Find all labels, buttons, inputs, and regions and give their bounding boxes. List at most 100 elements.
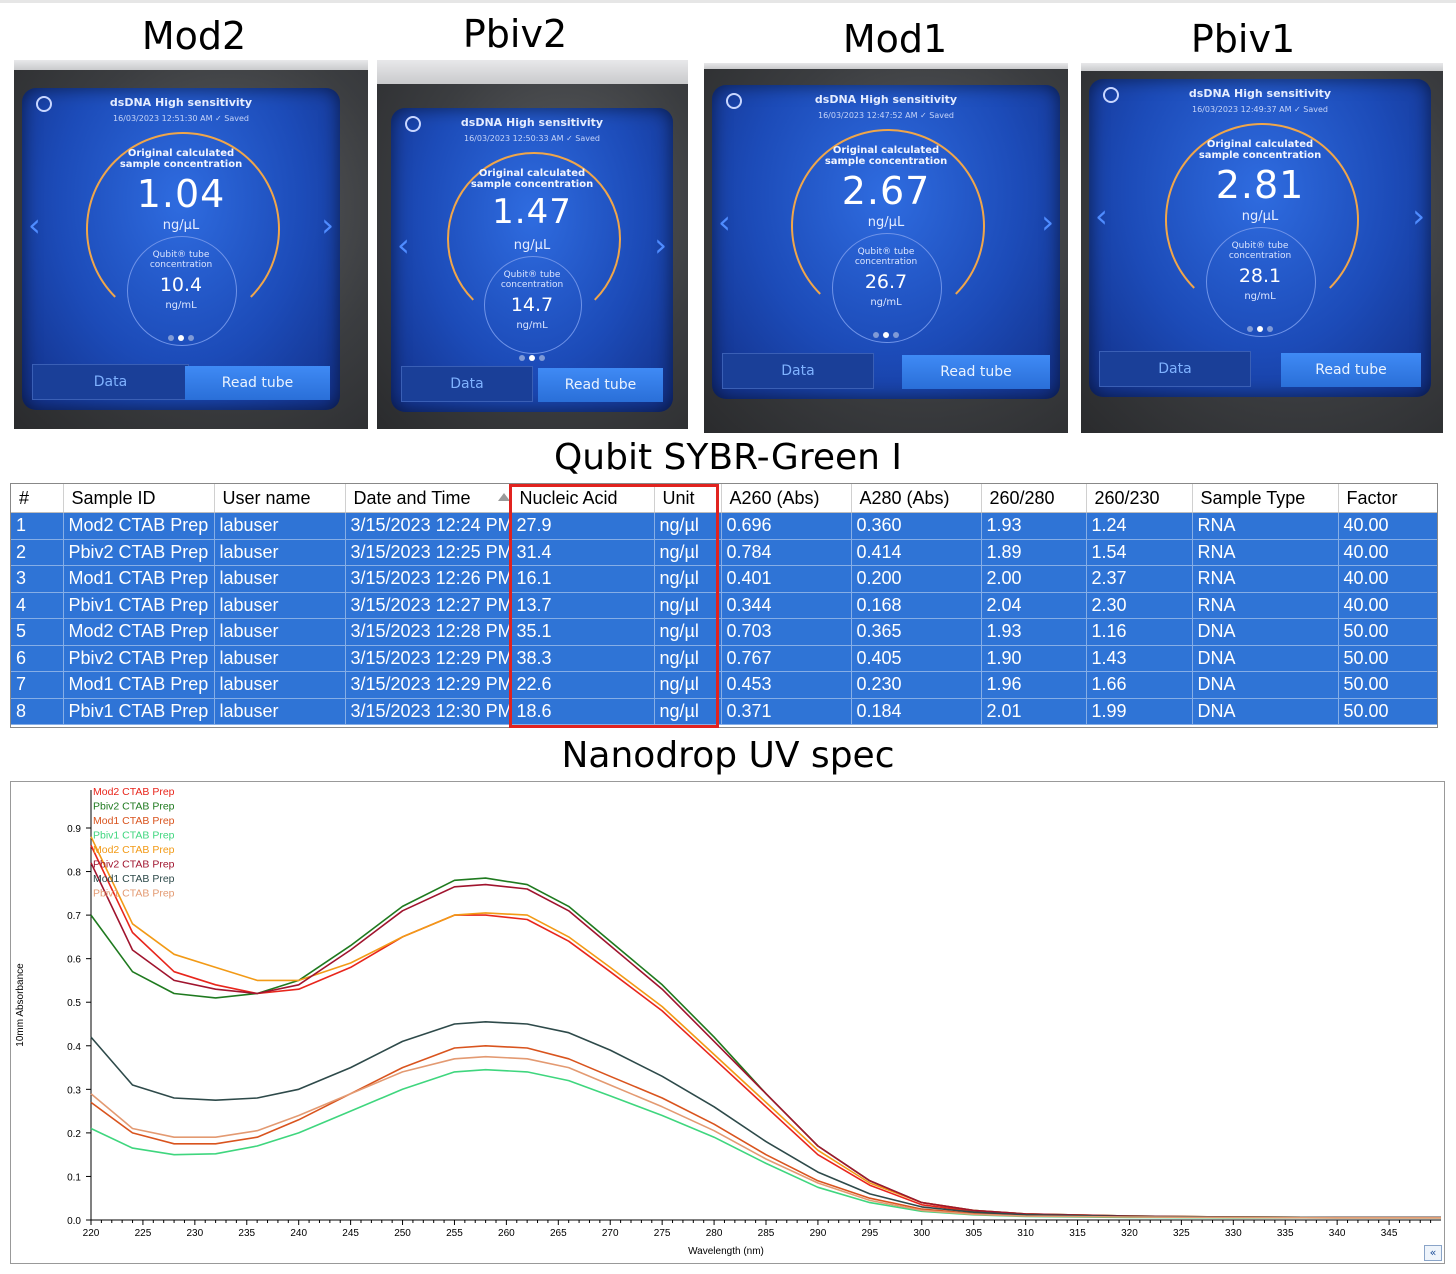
x-tick-label: 260 <box>498 1228 515 1239</box>
table-row[interactable]: 5 Mod2 CTAB Prep labuser 3/15/2023 12:28 PM… <box>11 618 1437 646</box>
table-cell: ng/µl <box>654 565 722 593</box>
chevron-right-icon[interactable]: › <box>1412 197 1425 235</box>
y-tick-label: 0.7 <box>67 911 81 922</box>
table-cell: 27.9 <box>511 512 655 540</box>
y-axis-label: 10mm Absorbance <box>15 963 26 1047</box>
x-tick-label: 320 <box>1121 1228 1138 1239</box>
data-button[interactable]: Data <box>1099 351 1251 387</box>
timestamp: 16/03/2023 12:47:52 AM ✓ Saved <box>817 111 954 120</box>
read-tube-button[interactable]: Read tube <box>185 366 330 400</box>
table-cell: 2.01 <box>981 698 1087 725</box>
column-header[interactable]: Sample Type <box>1192 484 1339 513</box>
x-tick-label: 250 <box>394 1228 411 1239</box>
assay-header: dsDNA High sensitivity <box>1188 87 1332 100</box>
data-button[interactable]: Data <box>32 364 189 400</box>
column-header[interactable]: Nucleic Acid <box>511 484 655 513</box>
table-cell: 1.99 <box>1086 698 1193 725</box>
table-cell: labuser <box>214 539 346 566</box>
sample-concentration: 1.47 <box>492 192 572 232</box>
table-cell: Pbiv2 CTAB Prep <box>63 539 215 566</box>
column-header[interactable]: # <box>11 484 64 513</box>
column-header[interactable]: Sample ID <box>63 484 215 513</box>
timestamp: 16/03/2023 12:49:37 AM ✓ Saved <box>1191 105 1328 114</box>
table-cell: 0.784 <box>721 539 852 566</box>
tube-concentration: 28.1 <box>1238 265 1282 287</box>
chevron-left-icon[interactable]: ‹ <box>1095 197 1108 235</box>
assay-header: dsDNA High sensitivity <box>814 93 958 106</box>
column-header[interactable]: User name <box>214 484 346 513</box>
table-cell: DNA <box>1192 645 1339 672</box>
legend-entry: Pbiv1 CTAB Prep <box>93 830 175 842</box>
table-cell: RNA <box>1192 512 1339 540</box>
timestamp: 16/03/2023 12:51:30 AM ✓ Saved <box>112 114 249 123</box>
table-cell: 50.00 <box>1338 645 1437 672</box>
sample-conc-label: Original calculated sample concentration <box>470 168 594 190</box>
x-tick-label: 240 <box>290 1228 307 1239</box>
series-line <box>90 1044 1441 1219</box>
table-cell: 3/15/2023 12:29 PM <box>345 671 512 699</box>
table-row[interactable]: 7 Mod1 CTAB Prep labuser 3/15/2023 12:29 PM… <box>11 671 1437 699</box>
sort-ascending-icon[interactable] <box>498 493 510 501</box>
x-tick-label: 255 <box>446 1228 463 1239</box>
photo-title-pbiv1: Pbiv1 <box>1190 17 1296 61</box>
chevron-left-icon[interactable]: ‹ <box>28 206 41 244</box>
chevron-right-icon[interactable]: › <box>1041 203 1054 241</box>
column-header[interactable]: A260 (Abs) <box>721 484 852 513</box>
table-cell: Pbiv2 CTAB Prep <box>63 645 215 672</box>
qubit-screen: dsDNA High sensitivity 16/03/2023 12:50:… <box>391 108 673 412</box>
column-header[interactable]: Date and Time <box>345 484 512 513</box>
table-cell: 50.00 <box>1338 671 1437 699</box>
table-cell: ng/µl <box>654 539 722 566</box>
column-header[interactable]: Unit <box>654 484 722 513</box>
table-cell: 3/15/2023 12:29 PM <box>345 645 512 672</box>
home-icon <box>405 116 421 132</box>
device-edge <box>1081 63 1443 71</box>
x-tick-label: 290 <box>810 1228 827 1239</box>
tube-concentration: 14.7 <box>510 294 554 316</box>
gauge-arc <box>447 152 621 326</box>
tube-concentration: 10.4 <box>159 274 203 296</box>
chevron-right-icon[interactable]: › <box>321 206 334 244</box>
table-row[interactable]: 8 Pbiv1 CTAB Prep labuser 3/15/2023 12:30 P… <box>11 698 1437 725</box>
read-tube-button[interactable]: Read tube <box>902 355 1050 389</box>
tube-unit: ng/mL <box>165 300 197 311</box>
legend-entry: Mod2 CTAB Prep <box>93 786 175 798</box>
page-dots <box>391 348 673 366</box>
table-cell: labuser <box>214 592 346 619</box>
column-header[interactable]: A280 (Abs) <box>851 484 982 513</box>
table-cell: 0.360 <box>851 512 982 540</box>
x-tick-label: 310 <box>1017 1228 1034 1239</box>
table-cell: 2.30 <box>1086 592 1193 619</box>
sample-conc-label: Original calculated sample concentration <box>119 148 243 170</box>
x-tick-label: 265 <box>550 1228 567 1239</box>
collapse-icon[interactable]: « <box>1424 1245 1442 1261</box>
read-tube-button[interactable]: Read tube <box>538 368 663 402</box>
tube-circle <box>832 233 942 343</box>
read-tube-button[interactable]: Read tube <box>1281 353 1421 387</box>
table-cell: DNA <box>1192 671 1339 699</box>
table-row[interactable]: 2 Pbiv2 CTAB Prep labuser 3/15/2023 12:25 P… <box>11 539 1437 566</box>
series-line <box>90 845 1441 1219</box>
table-row[interactable]: 4 Pbiv1 CTAB Prep labuser 3/15/2023 12:27 P… <box>11 592 1437 619</box>
column-header[interactable]: Factor <box>1338 484 1437 513</box>
legend-entry: Pbiv2 CTAB Prep <box>93 801 175 813</box>
qubit-photo-pbiv2: dsDNA High sensitivity 16/03/2023 12:50:… <box>377 60 688 429</box>
table-cell: Mod2 CTAB Prep <box>63 512 215 540</box>
table-cell: 1.16 <box>1086 618 1193 646</box>
table-cell: ng/µl <box>654 671 722 699</box>
uv-spectrum-svg: 0.0 0.1 0.2 0.3 0.4 0.5 0.6 0.7 0.8 0.9 220 225 230 2… <box>15 786 1441 1257</box>
chevron-left-icon[interactable]: ‹ <box>718 203 731 241</box>
x-tick-label: 270 <box>602 1228 619 1239</box>
table-row[interactable]: 1 Mod2 CTAB Prep labuser 3/15/2023 12:24 PM… <box>11 512 1437 540</box>
table-cell: 40.00 <box>1338 539 1437 566</box>
column-header[interactable]: 260/230 <box>1086 484 1193 513</box>
table-row[interactable]: 3 Mod1 CTAB Prep labuser 3/15/2023 12:26 PM… <box>11 565 1437 593</box>
chevron-left-icon[interactable]: ‹ <box>397 226 410 264</box>
chevron-right-icon[interactable]: › <box>654 226 667 264</box>
tube-unit: ng/mL <box>1244 291 1276 302</box>
table-cell: 2.37 <box>1086 565 1193 593</box>
data-button[interactable]: Data <box>401 366 533 402</box>
table-row[interactable]: 6 Pbiv2 CTAB Prep labuser 3/15/2023 12:29 P… <box>11 645 1437 672</box>
column-header[interactable]: 260/280 <box>981 484 1087 513</box>
data-button[interactable]: Data <box>722 353 874 389</box>
